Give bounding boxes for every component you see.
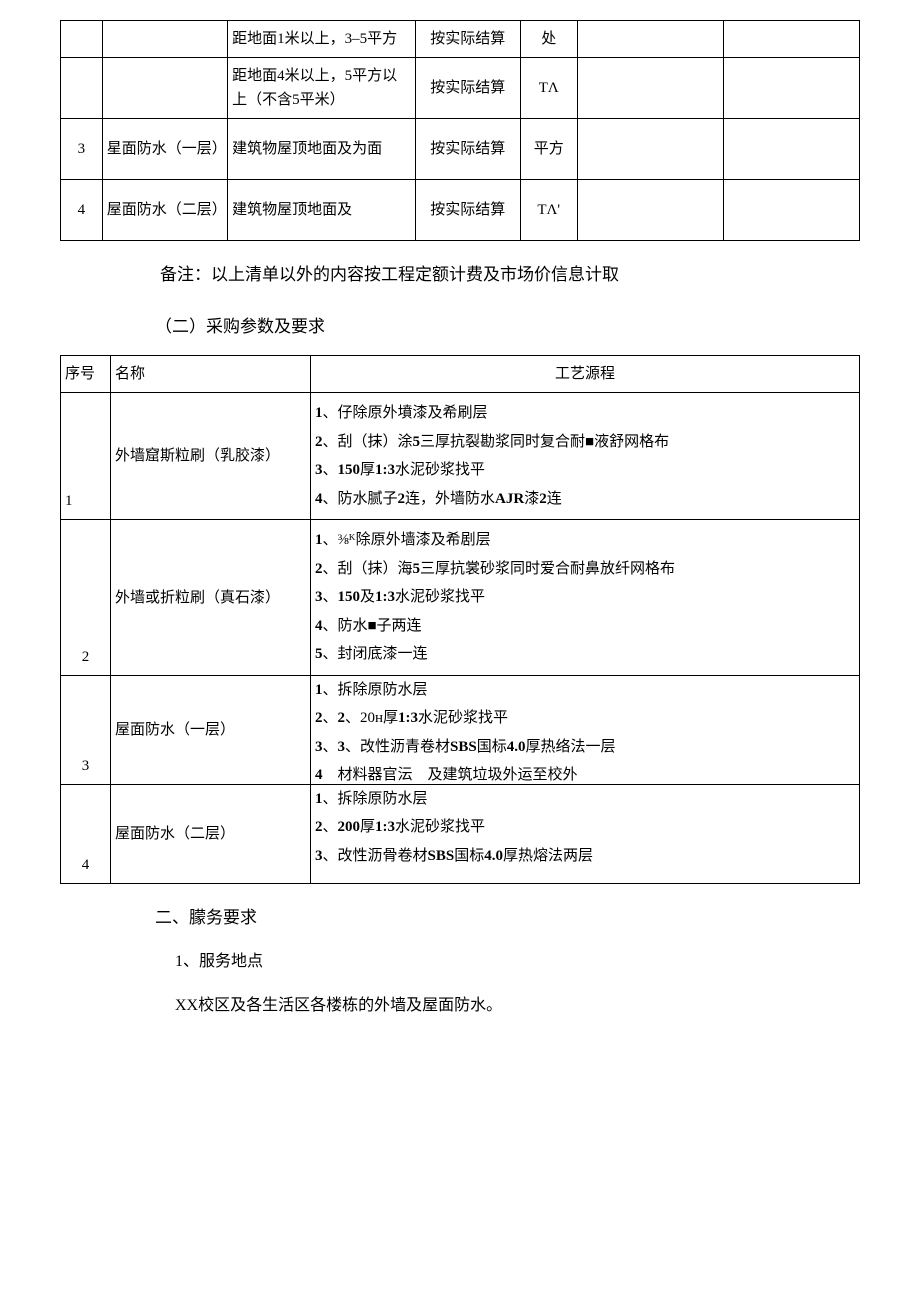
t2-r3-seq: 4 (61, 784, 111, 883)
t2-r3-process-wrap: 1、拆除原防水层2、200厚1:3水泥砂浆找平3、改性沥骨卷材SBS国标4.0厚… (311, 784, 860, 883)
t1-r1-c4: TΛ (520, 58, 577, 119)
t1-r3-c2: 建筑物屋顶地面及 (228, 180, 416, 241)
t2-r1-seq: 2 (61, 520, 111, 676)
table1-body: 距地面1米以上，3–5平方 按实际结算 处 距地面4米以上，5平方以上（不含5平… (61, 21, 860, 241)
t1-r1-c1 (102, 58, 227, 119)
t2-h-name: 名称 (111, 356, 311, 393)
t2-h-seq: 序号 (61, 356, 111, 393)
table-row: 距地面1米以上，3–5平方 按实际结算 处 (61, 21, 860, 58)
t2-r2-name: 屋面防水（一层） (111, 675, 311, 784)
table-row: 距地面4米以上，5平方以上（不含5平米） 按实际结算 TΛ (61, 58, 860, 119)
t1-r2-c3: 按实际结算 (416, 119, 520, 180)
t1-r3-c6 (724, 180, 860, 241)
table2-header-row: 序号 名称 工艺源程 (61, 356, 860, 393)
t1-r3-c0: 4 (61, 180, 103, 241)
t2-r2-process: 1、拆除原防水层2、2、20ʜ厚1:3水泥砂浆找平3、3、改性沥青卷材SBS国标… (315, 676, 855, 784)
t1-r1-c6 (724, 58, 860, 119)
t1-r1-c3: 按实际结算 (416, 58, 520, 119)
t1-r2-c0: 3 (61, 119, 103, 180)
table-row: 3 屋面防水（一层） 1、拆除原防水层2、2、20ʜ厚1:3水泥砂浆找平3、3、… (61, 675, 860, 784)
t1-r2-c5 (577, 119, 723, 180)
t1-r1-c5 (577, 58, 723, 119)
t1-r1-c2: 距地面4米以上，5平方以上（不含5平米） (228, 58, 416, 119)
t2-r3-process: 1、拆除原防水层2、200厚1:3水泥砂浆找平3、改性沥骨卷材SBS国标4.0厚… (315, 785, 855, 883)
t1-r0-c1 (102, 21, 227, 58)
t2-r2-seq: 3 (61, 675, 111, 784)
t1-r0-c6 (724, 21, 860, 58)
service-location-text: XX校区及各生活区各楼栋的外墙及屋面防水。 (175, 993, 860, 1019)
table-row: 1 外墙窟斯粒刷（乳胶漆） 1、仔除原外墳漆及希刷层2、刮（抹）涂5三厚抗裂勘浆… (61, 393, 860, 520)
t2-r2-process-wrap: 1、拆除原防水层2、2、20ʜ厚1:3水泥砂浆找平3、3、改性沥青卷材SBS国标… (311, 675, 860, 784)
section2-heading: （二）采购参数及要求 (155, 313, 860, 340)
t1-r0-c5 (577, 21, 723, 58)
t1-r3-c3: 按实际结算 (416, 180, 520, 241)
t2-h-process: 工艺源程 (311, 356, 860, 393)
t1-r3-c5 (577, 180, 723, 241)
t1-r1-c0 (61, 58, 103, 119)
t2-r3-name: 屋面防水（二层） (111, 784, 311, 883)
t1-r0-c2: 距地面1米以上，3–5平方 (228, 21, 416, 58)
t1-r2-c1: 星面防水（一层） (102, 119, 227, 180)
t2-r1-process: 1、⅜ᴷ除原外墙漆及希剧层2、刮（抹）海5三厚抗裳砂浆同时爱合耐鼻放纤网格布3、… (311, 520, 860, 676)
table-row: 2 外墙或折粒刷（真石漆） 1、⅜ᴷ除原外墙漆及希剧层2、刮（抹）海5三厚抗裳砂… (61, 520, 860, 676)
requirements-table-1: 距地面1米以上，3–5平方 按实际结算 处 距地面4米以上，5平方以上（不含5平… (60, 20, 860, 241)
t1-r2-c4: 平方 (520, 119, 577, 180)
t1-r2-c2: 建筑物屋顶地面及为面 (228, 119, 416, 180)
table-row: 4 屋面防水（二层） 建筑物屋顶地面及 按实际结算 TΛ' (61, 180, 860, 241)
t2-r0-name: 外墙窟斯粒刷（乳胶漆） (111, 393, 311, 520)
t2-r0-seq: 1 (61, 393, 111, 520)
service-requirements-heading: 二、朦务要求 (155, 904, 860, 931)
service-location-heading: 1、服务地点 (175, 949, 860, 975)
t1-r2-c6 (724, 119, 860, 180)
table1-note: 备注：以上清单以外的内容按工程定额计费及市场价信息计取 (160, 261, 860, 288)
t2-r1-name: 外墙或折粒刷（真石漆） (111, 520, 311, 676)
t1-r0-c0 (61, 21, 103, 58)
t1-r0-c4: 处 (520, 21, 577, 58)
table-row: 3 星面防水（一层） 建筑物屋顶地面及为面 按实际结算 平方 (61, 119, 860, 180)
t1-r3-c1: 屋面防水（二层） (102, 180, 227, 241)
t2-r0-process: 1、仔除原外墳漆及希刷层2、刮（抹）涂5三厚抗裂勘浆同时复合耐■液舒网格布3、1… (311, 393, 860, 520)
table-row: 4 屋面防水（二层） 1、拆除原防水层2、200厚1:3水泥砂浆找平3、改性沥骨… (61, 784, 860, 883)
procurement-params-table: 序号 名称 工艺源程 1 外墙窟斯粒刷（乳胶漆） 1、仔除原外墳漆及希刷层2、刮… (60, 355, 860, 884)
t1-r0-c3: 按实际结算 (416, 21, 520, 58)
t1-r3-c4: TΛ' (520, 180, 577, 241)
